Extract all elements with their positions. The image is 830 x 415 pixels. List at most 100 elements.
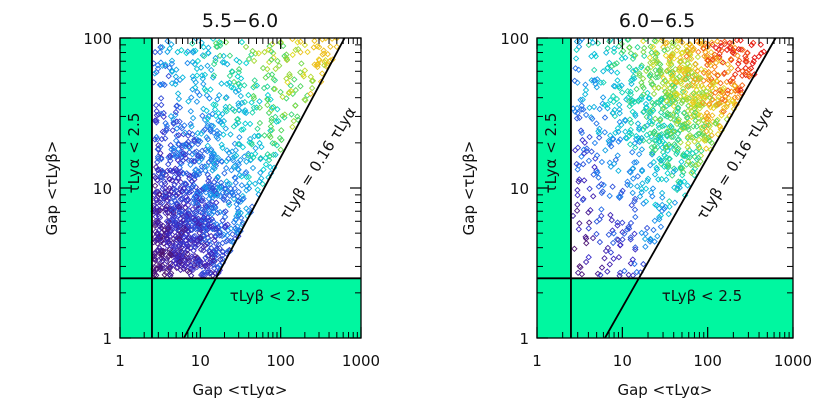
scatter-point (166, 265, 173, 272)
scatter-point (615, 43, 623, 50)
scatter-point (603, 49, 610, 56)
scatter-point (180, 217, 187, 224)
scatter-point (221, 223, 229, 231)
scatter-point (256, 119, 264, 127)
scatter-point (235, 100, 242, 107)
scatter-point (607, 249, 615, 256)
scatter-point (661, 205, 668, 212)
scatter-point (158, 251, 166, 258)
scatter-point (720, 70, 728, 78)
scatter-point (212, 57, 219, 65)
scatter-point (582, 86, 590, 94)
scatter-point (635, 126, 643, 133)
scatter-point (708, 139, 715, 146)
scatter-point (664, 133, 671, 140)
scatter-point (663, 176, 670, 183)
scatter-point (178, 47, 185, 54)
scatter-point (703, 145, 710, 152)
scatter-point (196, 187, 203, 195)
scatter-point (684, 60, 691, 67)
scatter-point (720, 108, 727, 115)
scatter-point (164, 38, 171, 45)
scatter-point (586, 104, 593, 111)
scatter-point (289, 123, 296, 131)
chart-panel-1: 5.5−6.0 1 10 100 1000 1 10 100 Gap <τLyα> Gap … (43, 10, 380, 399)
scatter-point (238, 182, 245, 189)
scatter-point (699, 99, 707, 107)
scatter-point (158, 101, 165, 109)
scatter-point (643, 224, 651, 232)
scatter-point (184, 196, 191, 203)
scatter-point (717, 80, 724, 87)
scatter-point (194, 256, 202, 263)
scatter-point (629, 256, 636, 263)
scatter-point (638, 146, 646, 153)
scatter-point (663, 98, 670, 105)
scatter-point (682, 65, 689, 72)
scatter-point (582, 111, 590, 119)
scatter-point (576, 263, 583, 270)
scatter-point (226, 201, 233, 209)
scatter-point (153, 230, 161, 238)
scatter-point (173, 132, 180, 139)
scatter-point (627, 219, 635, 227)
scatter-point (634, 44, 641, 51)
scatter-point (271, 85, 279, 93)
scatter-point (268, 56, 275, 63)
scatter-point (264, 95, 271, 103)
scatter-point (739, 72, 746, 79)
scatter-point (660, 157, 667, 165)
scatter-point (164, 48, 171, 56)
scatter-point (686, 146, 693, 154)
scatter-point (165, 72, 172, 80)
scatter-point (159, 62, 166, 69)
scatter-point (640, 200, 647, 207)
scatter-point (222, 189, 230, 196)
scatter-point (665, 141, 673, 148)
scatter-point (249, 47, 256, 55)
scatter-point (192, 84, 199, 91)
scatter-point (169, 168, 176, 175)
x-tick-label: 1000 (774, 352, 812, 370)
scatter-point (236, 141, 243, 148)
scatter-point (625, 271, 632, 279)
scatter-point (675, 116, 683, 123)
scatter-point (604, 268, 611, 275)
scatter-point (608, 68, 615, 75)
scatter-point (249, 109, 256, 116)
scatter-point (289, 38, 296, 43)
scatter-point (712, 85, 719, 92)
scatter-point (162, 189, 169, 196)
scatter-point (684, 114, 691, 121)
scatter-point (151, 117, 159, 124)
scatter-point (664, 161, 672, 168)
scatter-point (670, 168, 677, 175)
scatter-point (205, 112, 212, 120)
scatter-point (725, 94, 732, 101)
scatter-point (160, 109, 167, 117)
scatter-point (213, 191, 220, 198)
scatter-point (729, 49, 736, 56)
scatter-point (732, 71, 739, 78)
scatter-point (183, 241, 190, 248)
scatter-point (200, 214, 208, 221)
scatter-point (662, 89, 669, 96)
scatter-point (236, 134, 243, 141)
scatter-point (230, 195, 238, 203)
scatter-point (207, 86, 214, 93)
scatter-point (209, 184, 216, 192)
scatter-point (205, 44, 212, 51)
scatter-point (174, 264, 181, 271)
scatter-point (713, 101, 721, 108)
scatter-point (253, 82, 261, 89)
scatter-point (585, 157, 593, 164)
scatter-point (203, 107, 210, 114)
scatter-point (715, 93, 722, 101)
scatter-point (168, 146, 175, 153)
scatter-point (174, 152, 181, 160)
scatter-point (670, 116, 678, 124)
scatter-point (219, 59, 226, 66)
scatter-point (185, 98, 192, 105)
scatter-point (333, 43, 340, 50)
scatter-point (628, 130, 635, 138)
